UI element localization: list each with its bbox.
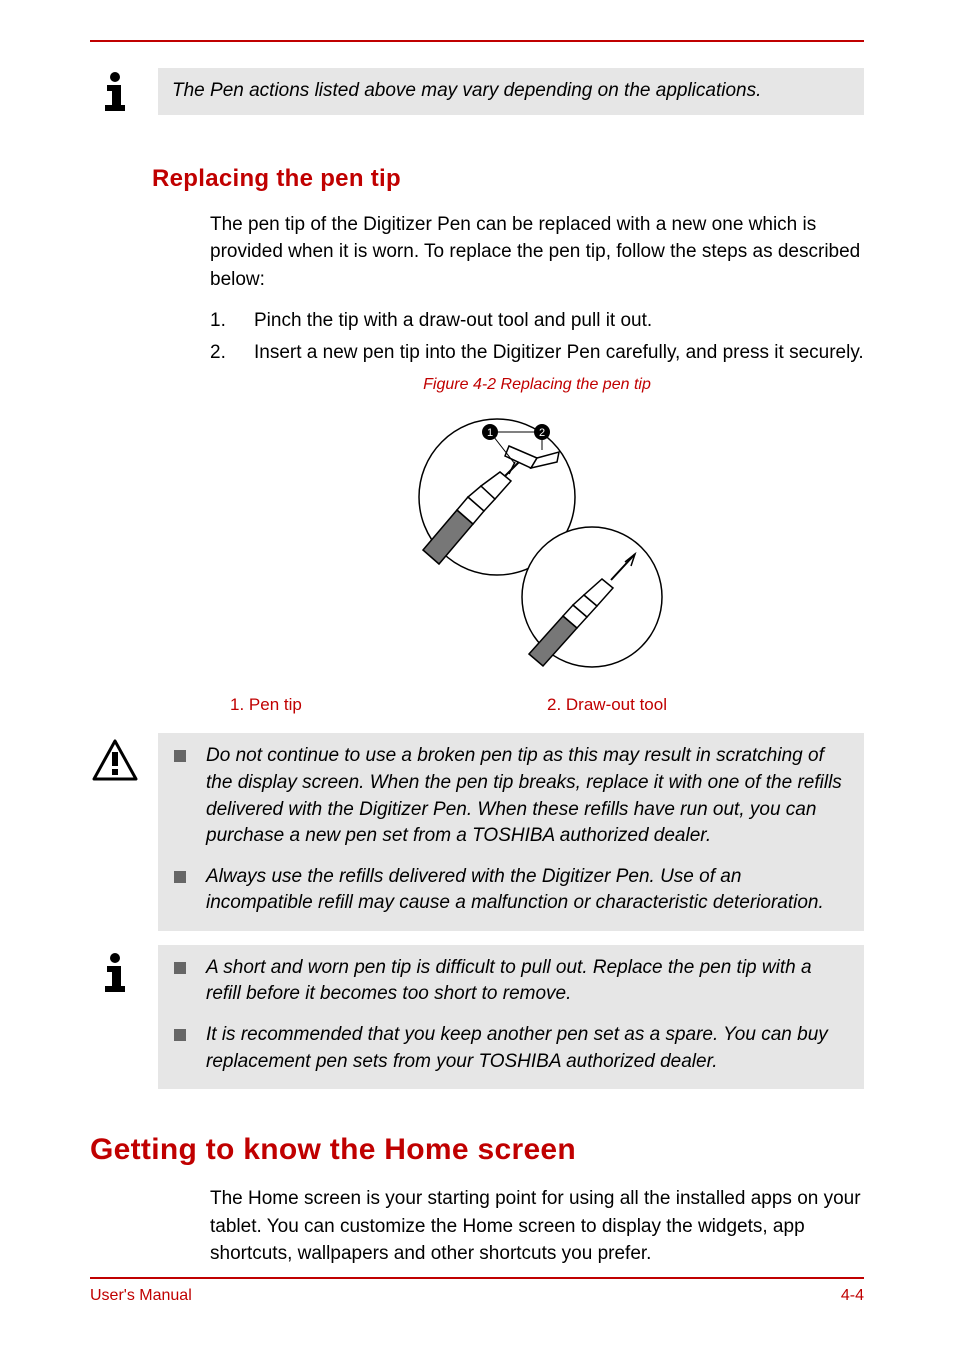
warning-item: Always use the refills delivered with th…	[168, 864, 846, 917]
legend-item-2: 2. Draw-out tool	[547, 695, 864, 715]
step-item: Insert a new pen tip into the Digitizer …	[210, 339, 864, 367]
step-item: Pinch the tip with a draw-out tool and p…	[210, 307, 864, 335]
footer-left: User's Manual	[90, 1287, 192, 1305]
figure-callout-2: 2	[539, 427, 545, 439]
steps-list: Pinch the tip with a draw-out tool and p…	[210, 307, 864, 366]
figure-callout-1: 1	[487, 427, 493, 439]
page-footer: User's Manual 4-4	[90, 1277, 864, 1305]
section-heading-home-screen: Getting to know the Home screen	[90, 1133, 864, 1167]
info-icon	[93, 70, 137, 114]
section1-intro: The pen tip of the Digitizer Pen can be …	[210, 211, 864, 294]
top-info-note: The Pen actions listed above may vary de…	[90, 68, 864, 115]
figure-diagram: 1 2	[210, 402, 864, 677]
footer-right: 4-4	[841, 1287, 864, 1305]
warning-item: Do not continue to use a broken pen tip …	[168, 743, 846, 849]
top-rule	[90, 40, 864, 42]
info-item: It is recommended that you keep another …	[168, 1022, 846, 1075]
figure-legend: 1. Pen tip 2. Draw-out tool	[230, 695, 864, 715]
info-icon	[93, 951, 137, 995]
info-callout: A short and worn pen tip is difficult to…	[90, 945, 864, 1089]
warning-icon	[92, 739, 138, 781]
warning-callout: Do not continue to use a broken pen tip …	[90, 733, 864, 931]
legend-item-1: 1. Pen tip	[230, 695, 547, 715]
info-item: A short and worn pen tip is difficult to…	[168, 955, 846, 1008]
top-note-text: The Pen actions listed above may vary de…	[172, 78, 850, 105]
section2-intro: The Home screen is your starting point f…	[210, 1185, 864, 1268]
section-heading-replacing-tip: Replacing the pen tip	[152, 165, 864, 193]
figure-caption: Figure 4-2 Replacing the pen tip	[210, 376, 864, 394]
